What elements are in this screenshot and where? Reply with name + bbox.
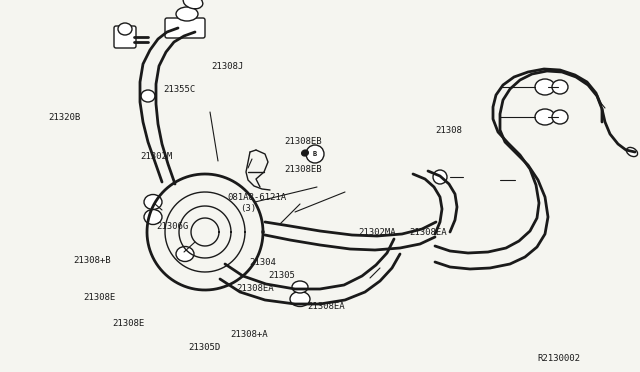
- Ellipse shape: [144, 209, 162, 224]
- Text: 21306G: 21306G: [157, 222, 189, 231]
- Text: 21305: 21305: [269, 271, 296, 280]
- Text: 21302M: 21302M: [141, 152, 173, 161]
- Ellipse shape: [535, 109, 555, 125]
- Ellipse shape: [433, 170, 447, 184]
- FancyBboxPatch shape: [114, 26, 136, 48]
- Text: 21308EA: 21308EA: [410, 228, 447, 237]
- Text: (3): (3): [240, 204, 256, 213]
- Text: 21308J: 21308J: [211, 62, 243, 71]
- Text: 21304: 21304: [250, 258, 276, 267]
- Text: 21302MA: 21302MA: [358, 228, 396, 237]
- Text: 21308E: 21308E: [83, 293, 115, 302]
- Ellipse shape: [118, 23, 132, 35]
- Ellipse shape: [183, 0, 203, 9]
- Ellipse shape: [627, 147, 637, 157]
- Ellipse shape: [292, 281, 308, 293]
- Ellipse shape: [144, 195, 162, 209]
- Text: R2130002: R2130002: [538, 355, 580, 363]
- Ellipse shape: [552, 80, 568, 94]
- Text: 21308EA: 21308EA: [237, 284, 275, 293]
- Ellipse shape: [176, 247, 194, 262]
- Text: 21308EB: 21308EB: [285, 165, 323, 174]
- Ellipse shape: [552, 110, 568, 124]
- Circle shape: [306, 145, 324, 163]
- FancyBboxPatch shape: [165, 18, 205, 38]
- Text: 21320B: 21320B: [48, 113, 80, 122]
- Text: 21308EB: 21308EB: [285, 137, 323, 146]
- Text: 21308+A: 21308+A: [230, 330, 268, 339]
- Ellipse shape: [301, 150, 308, 156]
- Text: B: B: [313, 151, 317, 157]
- Text: 21308E: 21308E: [112, 319, 144, 328]
- Text: 21308: 21308: [435, 126, 462, 135]
- Text: 21355C: 21355C: [163, 85, 195, 94]
- Text: 081A8-6121A: 081A8-6121A: [227, 193, 286, 202]
- Text: 21308EA: 21308EA: [307, 302, 345, 311]
- Ellipse shape: [535, 79, 555, 95]
- Text: 21308+B: 21308+B: [74, 256, 111, 265]
- Text: 21305D: 21305D: [189, 343, 221, 352]
- Ellipse shape: [141, 90, 155, 102]
- Ellipse shape: [176, 7, 198, 21]
- Ellipse shape: [290, 292, 310, 307]
